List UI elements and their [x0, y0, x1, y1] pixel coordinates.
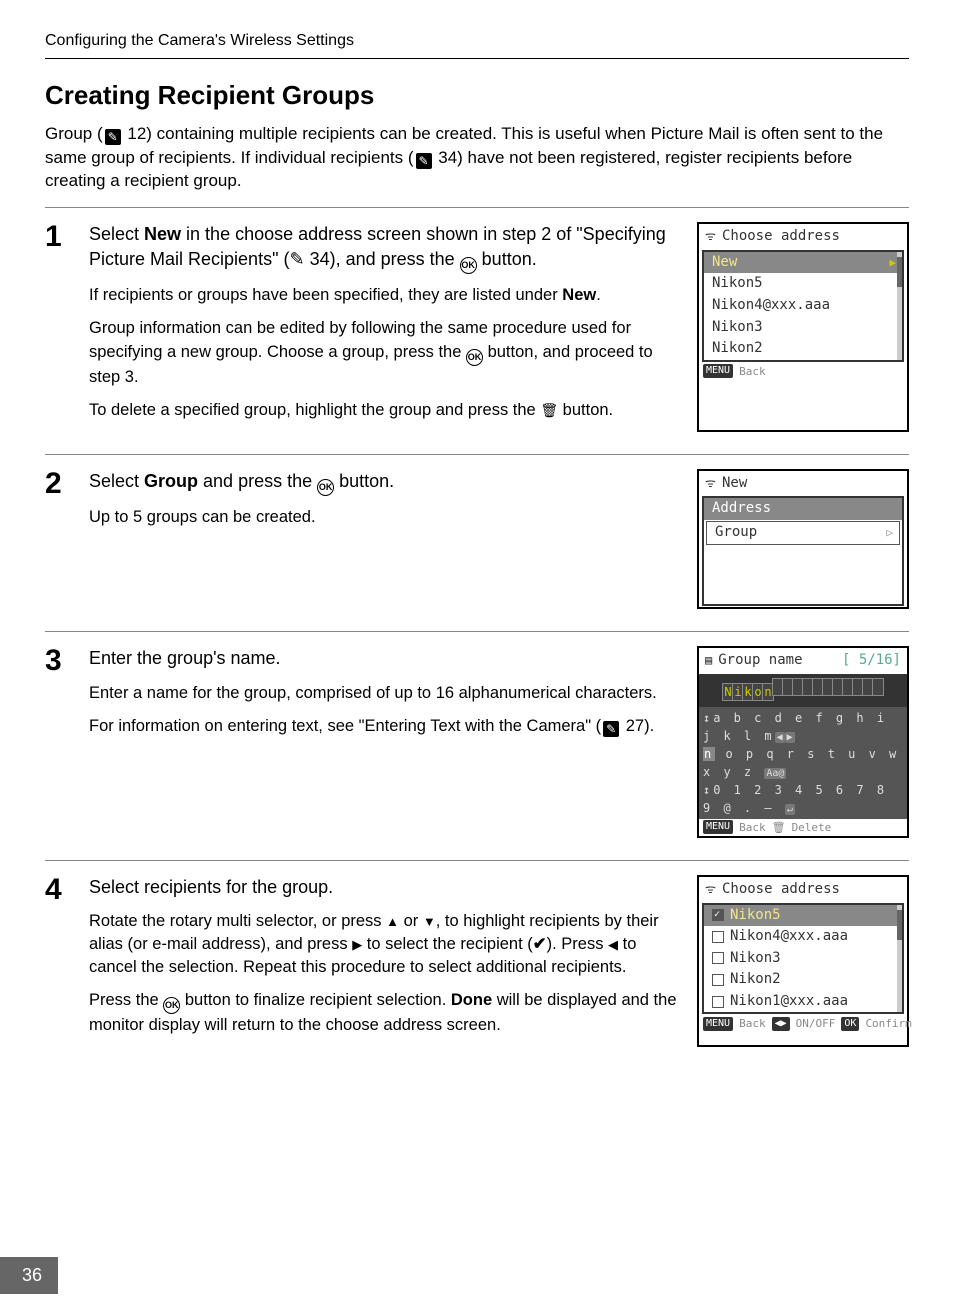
crossref-icon: ✎: [105, 129, 121, 145]
crossref-icon: ✎: [416, 153, 432, 169]
check-icon: ✔: [533, 935, 547, 953]
scrollbar: [897, 252, 902, 360]
step-3: 3 Enter the group's name. Enter a name f…: [45, 631, 909, 860]
wifi-icon: [705, 880, 716, 900]
nav-tag: ◀▶: [772, 1017, 790, 1031]
step-number: 4: [45, 875, 75, 1048]
confirm-label: Confirm: [865, 1016, 911, 1031]
right-icon: ▶: [352, 937, 362, 952]
back-label: Back: [739, 1016, 766, 1031]
step-1-heading: Select New in the choose address screen …: [89, 222, 679, 274]
step-2-heading: Select Group and press the OK button.: [89, 469, 679, 496]
lcd-title: Group name: [718, 651, 802, 671]
menu-tag: MENU: [703, 820, 733, 834]
lcd-row-address: Address: [704, 498, 902, 520]
step-1-body: If recipients or groups have been specif…: [89, 284, 679, 421]
lcd-row: Nikon2: [704, 338, 902, 360]
back-label: Back: [739, 820, 766, 835]
step-number: 1: [45, 222, 75, 432]
chevron-right-icon: ▶: [889, 255, 896, 270]
lcd-row-group: Group▷: [706, 521, 900, 545]
menu-tag: MENU: [703, 364, 733, 378]
crossref-page: 12: [127, 124, 146, 143]
checkbox-icon: [712, 909, 724, 921]
step-1: 1 Select New in the choose address scree…: [45, 207, 909, 454]
checkbox-icon: [712, 996, 724, 1008]
lcd-checkbox-row: Nikon5: [704, 905, 902, 927]
recipient-label: Nikon3: [730, 949, 781, 969]
crossref-icon: ✎: [603, 721, 619, 737]
recipient-label: Nikon4@xxx.aaa: [730, 927, 848, 947]
section-title: Creating Recipient Groups: [45, 77, 909, 113]
step-3-heading: Enter the group's name.: [89, 646, 679, 671]
checkbox-icon: [712, 974, 724, 986]
scrollbar: [897, 905, 902, 1013]
step-2: 2 Select Group and press the OK button. …: [45, 454, 909, 632]
char-counter: [ 5/16]: [842, 651, 901, 671]
lcd-row-new: New▶: [704, 252, 902, 274]
checkbox-icon: [712, 931, 724, 943]
delete-label: Delete: [792, 820, 832, 835]
onoff-label: ON/OFF: [796, 1016, 836, 1031]
intro-text: Group (: [45, 124, 103, 143]
trash-icon: [540, 401, 558, 419]
page-number: 36: [0, 1257, 58, 1294]
wifi-icon: [705, 474, 716, 494]
lcd-title: Choose address: [722, 227, 840, 247]
ok-icon: OK: [466, 349, 483, 366]
recipient-label: Nikon2: [730, 970, 781, 990]
trash-icon: 🗑: [772, 820, 786, 835]
lcd-choose-address: Choose address New▶ Nikon5 Nikon4@xxx.aa…: [697, 222, 909, 432]
lcd-row: Nikon3: [704, 317, 902, 339]
up-icon: ▲: [386, 914, 399, 929]
back-label: Back: [739, 364, 766, 379]
down-icon: ▼: [423, 914, 436, 929]
lcd-title: Choose address: [722, 880, 840, 900]
step-4-heading: Select recipients for the group.: [89, 875, 679, 900]
lcd-row: Nikon5: [704, 273, 902, 295]
ok-icon: OK: [317, 479, 334, 496]
wifi-icon: [705, 227, 716, 247]
checkbox-icon: [712, 952, 724, 964]
left-icon: ◀: [608, 937, 618, 952]
step-2-body: Up to 5 groups can be created.: [89, 506, 679, 529]
lcd-group-name: Group name [ 5/16] Nikon ↕a b c d e f g h…: [697, 646, 909, 838]
step-number: 2: [45, 469, 75, 610]
lcd-select-recipients: Choose address Nikon5Nikon4@xxx.aaaNikon…: [697, 875, 909, 1048]
lcd-new: New Address Group▷: [697, 469, 909, 610]
ok-tag: OK: [841, 1017, 859, 1031]
step-4: 4 Select recipients for the group. Rotat…: [45, 860, 909, 1070]
crossref-page: 34: [438, 148, 457, 167]
step-4-body: Rotate the rotary multi selector, or pre…: [89, 910, 679, 1037]
step-number: 3: [45, 646, 75, 838]
intro-paragraph: Group (✎ 12) containing multiple recipie…: [45, 122, 909, 193]
lcd-title: New: [722, 474, 747, 494]
lcd-checkbox-row: Nikon2: [704, 969, 902, 991]
step-3-body: Enter a name for the group, comprised of…: [89, 682, 679, 738]
running-head: Configuring the Camera's Wireless Settin…: [45, 30, 909, 59]
lcd-checkbox-row: Nikon4@xxx.aaa: [704, 926, 902, 948]
input-cell: [872, 678, 884, 696]
ok-icon: OK: [460, 257, 477, 274]
keyboard-rows: ↕a b c d e f g h i j k l m◀▶ n o p q r s…: [699, 707, 907, 819]
lcd-checkbox-row: Nikon1@xxx.aaa: [704, 991, 902, 1013]
text-input-cells: Nikon: [699, 674, 907, 707]
lcd-checkbox-row: Nikon3: [704, 948, 902, 970]
lcd-row: Nikon4@xxx.aaa: [704, 295, 902, 317]
recipient-label: Nikon1@xxx.aaa: [730, 992, 848, 1012]
menu-tag: MENU: [703, 1017, 733, 1031]
ok-icon: OK: [163, 997, 180, 1014]
list-icon: [705, 651, 712, 671]
recipient-label: Nikon5: [730, 906, 781, 926]
chevron-right-icon: ▷: [886, 525, 893, 540]
steps-list: 1 Select New in the choose address scree…: [45, 207, 909, 1069]
crossref-icon: ✎: [289, 249, 304, 269]
